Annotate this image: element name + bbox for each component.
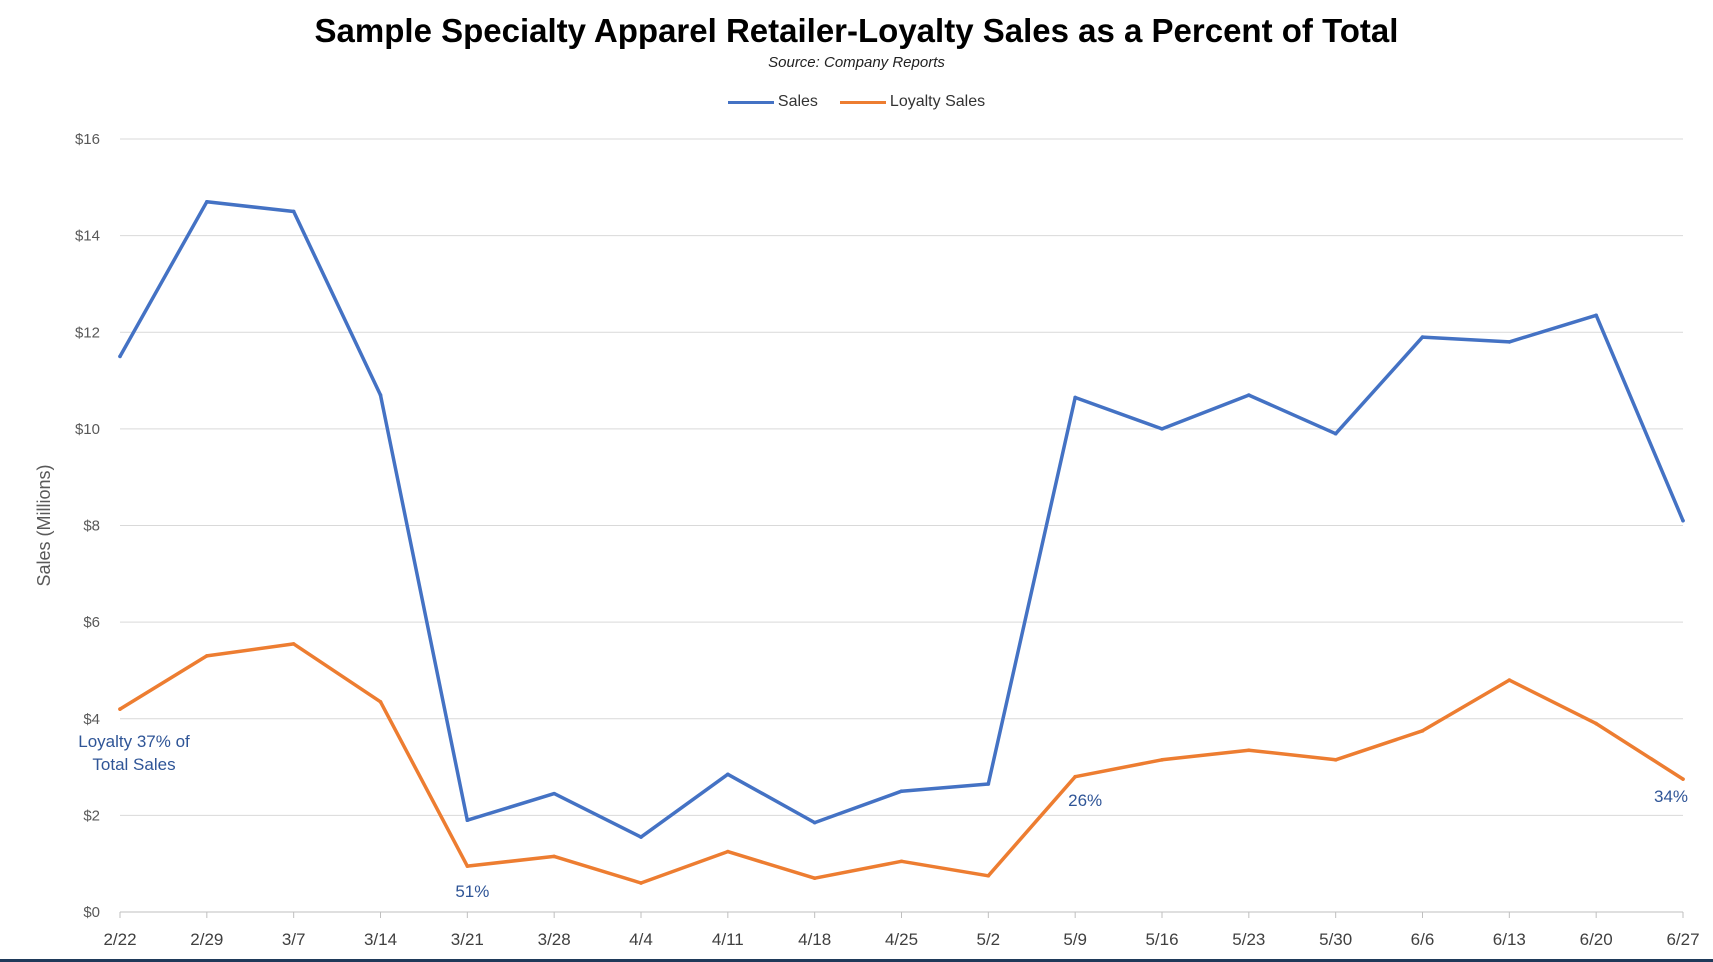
annotation: 51% (455, 882, 489, 901)
legend-item: Loyalty Sales (839, 93, 986, 111)
data-point (1507, 340, 1512, 344)
data-point (378, 700, 383, 704)
x-tick-label: 5/30 (1319, 930, 1352, 949)
data-point (118, 354, 122, 359)
data-point (1160, 427, 1164, 431)
data-point (1247, 393, 1251, 397)
bottom-border (0, 959, 1713, 962)
x-tick-label: 3/21 (451, 930, 484, 949)
series-line (118, 200, 1685, 839)
x-tick-label: 6/13 (1493, 930, 1526, 949)
y-tick-label: $2 (83, 807, 100, 824)
data-point (1073, 395, 1077, 400)
legend-item: Sales (727, 93, 818, 111)
data-point (1333, 431, 1338, 436)
data-point (1594, 313, 1598, 318)
data-point (1681, 777, 1685, 781)
data-point (1420, 335, 1425, 339)
data-point (118, 707, 122, 711)
annotation: 26% (1068, 791, 1102, 810)
legend: Sales Loyalty Sales (0, 93, 1713, 111)
data-point (899, 789, 904, 794)
legend-swatch (727, 100, 774, 104)
data-point (465, 864, 470, 868)
y-tick-label: $14 (75, 228, 100, 245)
x-tick-label: 3/14 (364, 930, 397, 949)
x-tick-label: 4/4 (629, 930, 653, 949)
chart-subtitle: Source: Company Reports (768, 54, 945, 71)
data-point (1420, 729, 1425, 733)
chart-title: Sample Specialty Apparel Retailer-Loyalt… (314, 12, 1399, 49)
y-tick-label: $16 (75, 131, 100, 148)
data-point (899, 859, 904, 864)
data-point (639, 835, 643, 839)
y-tick-label: $12 (75, 324, 100, 341)
legend-label: Sales (777, 93, 818, 110)
data-point (726, 772, 730, 777)
data-point (1594, 721, 1598, 726)
x-tick-label: 4/25 (885, 930, 918, 949)
annotation: 34% (1654, 787, 1688, 806)
y-tick-label: $0 (83, 904, 100, 921)
data-point (812, 876, 817, 880)
y-tick-label: $8 (83, 518, 100, 535)
legend-label: Loyalty Sales (889, 93, 986, 110)
x-tick-label: 2/22 (103, 930, 136, 949)
x-tick-label: 5/9 (1063, 930, 1087, 949)
data-point (986, 782, 991, 786)
data-point (1247, 748, 1251, 752)
y-tick-label: $4 (83, 711, 100, 728)
annotation: Loyalty 37% of Total Sales (78, 732, 190, 774)
data-point (1507, 678, 1512, 682)
x-tick-label: 6/20 (1580, 930, 1613, 949)
data-point (1073, 774, 1077, 779)
x-tick-label: 4/11 (712, 930, 744, 949)
data-point (291, 209, 296, 214)
x-tick-label: 5/2 (977, 930, 1001, 949)
data-point (552, 791, 556, 796)
data-point (639, 881, 643, 885)
data-point (465, 818, 470, 823)
data-point (1160, 758, 1164, 762)
data-point (552, 854, 556, 859)
x-tick-label: 4/18 (798, 930, 831, 949)
data-point (1681, 518, 1685, 523)
data-point (726, 849, 730, 854)
data-point (812, 820, 817, 825)
data-point (1333, 758, 1338, 762)
x-tick-label: 5/23 (1232, 930, 1265, 949)
legend-swatch (839, 100, 886, 104)
data-point (291, 642, 296, 646)
series-line (118, 642, 1685, 885)
x-tick-label: 6/6 (1411, 930, 1435, 949)
x-tick-label: 3/28 (538, 930, 571, 949)
x-tick-label: 2/29 (190, 930, 223, 949)
data-point (986, 873, 991, 878)
x-tick-label: 6/27 (1666, 930, 1699, 949)
y-tick-label: $10 (75, 421, 100, 438)
x-tick-label: 5/16 (1145, 930, 1178, 949)
x-tick-label: 3/7 (282, 930, 306, 949)
data-point (378, 393, 383, 397)
y-axis-label: Sales (Millions) (34, 464, 54, 586)
data-point (205, 654, 209, 658)
y-tick-label: $6 (83, 614, 100, 631)
data-point (205, 200, 209, 204)
